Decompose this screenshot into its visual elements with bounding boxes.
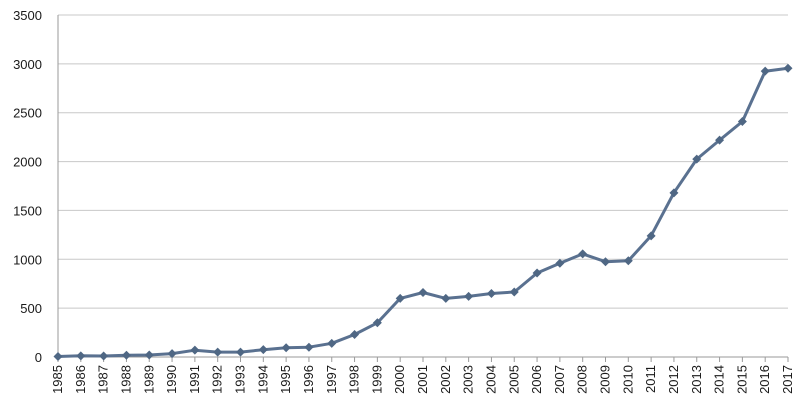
x-tick-label: 2004 [483, 365, 498, 394]
x-tick-label: 2013 [689, 365, 704, 394]
data-point-marker [464, 291, 474, 301]
y-tick-label: 2000 [13, 155, 42, 170]
x-tick-label: 2003 [461, 365, 476, 394]
x-tick-label: 1991 [187, 365, 202, 394]
x-tick-label: 1988 [118, 365, 133, 394]
data-point-marker [715, 135, 725, 145]
data-point-marker [281, 343, 291, 353]
x-tick-label: 1989 [141, 365, 156, 394]
x-tick-label: 2002 [438, 365, 453, 394]
data-point-marker [532, 268, 542, 278]
y-tick-label: 3000 [13, 57, 42, 72]
x-tick-label: 1987 [96, 365, 111, 394]
data-point-marker [737, 117, 747, 127]
x-tick-label: 1998 [347, 365, 362, 394]
x-tick-label: 2014 [712, 365, 727, 394]
y-tick-label: 1000 [13, 252, 42, 267]
x-tick-label: 1997 [324, 365, 339, 394]
x-axis-tick-labels: 1985 1986 1987 1988 1989 1990 1991 1992 1993 1994… [50, 357, 795, 394]
data-point-marker [601, 257, 610, 267]
x-tick-label: 1996 [301, 365, 316, 394]
data-point-marker [167, 349, 177, 359]
data-point-marker [121, 350, 131, 360]
x-tick-label: 1994 [255, 365, 270, 394]
x-tick-label: 2016 [757, 365, 772, 394]
x-tick-label: 1999 [369, 365, 384, 394]
data-point-marker [646, 231, 656, 241]
x-tick-label: 2001 [415, 365, 430, 394]
x-tick-label: 1992 [210, 365, 225, 394]
data-point-marker [76, 351, 86, 361]
series-line [56, 66, 790, 358]
data-point-marker [783, 63, 793, 73]
data-point-marker [53, 352, 63, 362]
data-point-marker [304, 342, 314, 352]
x-tick-label: 2006 [529, 365, 544, 394]
x-tick-label: 2008 [575, 365, 590, 394]
data-point-marker [350, 330, 360, 340]
x-tick-label: 2012 [666, 365, 681, 394]
y-tick-label: 0 [35, 350, 42, 365]
x-tick-label: 2005 [506, 365, 521, 394]
data-point-marker [418, 288, 428, 298]
x-tick-label: 1985 [50, 365, 65, 394]
data-point-marker [486, 288, 496, 298]
data-point-marker [236, 347, 245, 357]
x-tick-label: 2015 [734, 365, 749, 394]
data-point-marker [555, 258, 565, 268]
data-point-marker [258, 345, 268, 355]
data-point-marker [395, 293, 405, 303]
x-tick-label: 2011 [643, 365, 658, 393]
data-point-marker [441, 293, 451, 303]
x-tick-label: 2017 [780, 365, 795, 394]
data-point-marker [509, 287, 519, 297]
data-point-marker [623, 256, 633, 266]
x-tick-label: 2010 [620, 365, 635, 394]
x-tick-label: 1995 [278, 365, 293, 394]
y-tick-label: 2500 [13, 106, 42, 121]
y-tick-label: 1500 [13, 203, 42, 218]
x-tick-label: 1993 [233, 365, 248, 394]
y-tick-label: 500 [20, 301, 42, 316]
x-tick-label: 2009 [598, 365, 613, 394]
x-tick-label: 1986 [73, 365, 88, 394]
data-point-marker [190, 345, 200, 355]
y-axis-tick-labels: 0 500 1000 1500 2000 2500 3000 3500 [13, 8, 42, 365]
data-point-marker [669, 188, 679, 198]
x-tick-label: 1990 [164, 365, 179, 394]
y-tick-label: 3500 [13, 8, 42, 23]
data-point-marker [760, 66, 770, 76]
data-point-marker [99, 351, 109, 361]
x-tick-label: 2000 [392, 365, 407, 394]
data-point-marker [327, 338, 337, 348]
data-point-marker [213, 347, 223, 357]
data-point-marker [578, 249, 588, 259]
gridlines [57, 14, 788, 358]
data-point-marker [144, 350, 154, 360]
x-tick-label: 2007 [552, 365, 567, 394]
data-point-marker [372, 318, 382, 328]
data-point-marker [692, 154, 702, 164]
data-series [53, 63, 793, 362]
